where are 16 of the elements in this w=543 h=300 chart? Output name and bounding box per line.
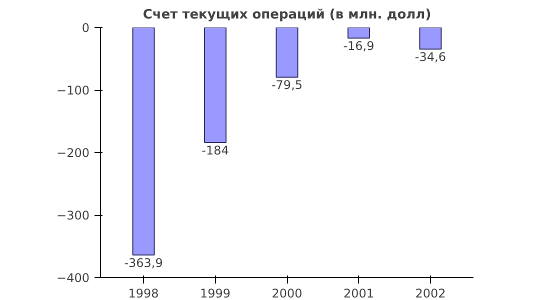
x-tick-label: 2001: [343, 286, 374, 300]
data-label: -363,9: [124, 256, 163, 270]
data-label: -184: [202, 144, 229, 158]
data-label: -16,9: [343, 39, 374, 54]
y-tick-label: −100: [56, 84, 90, 98]
x-tick-label: 1999: [200, 286, 231, 300]
x-tick-label: 2002: [415, 286, 446, 300]
y-tick-label: 0: [82, 21, 90, 35]
y-tick-label: −400: [56, 271, 90, 285]
data-label: -34,6: [414, 50, 446, 64]
y-tick-label: −200: [56, 146, 90, 160]
chart-title: Счет текущих операций (в млн. долл): [142, 8, 432, 22]
y-tick-label: −300: [56, 208, 90, 222]
data-label: -79,5: [271, 78, 303, 92]
x-tick-label: 1998: [128, 286, 159, 300]
x-tick-label: 2000: [272, 286, 302, 300]
